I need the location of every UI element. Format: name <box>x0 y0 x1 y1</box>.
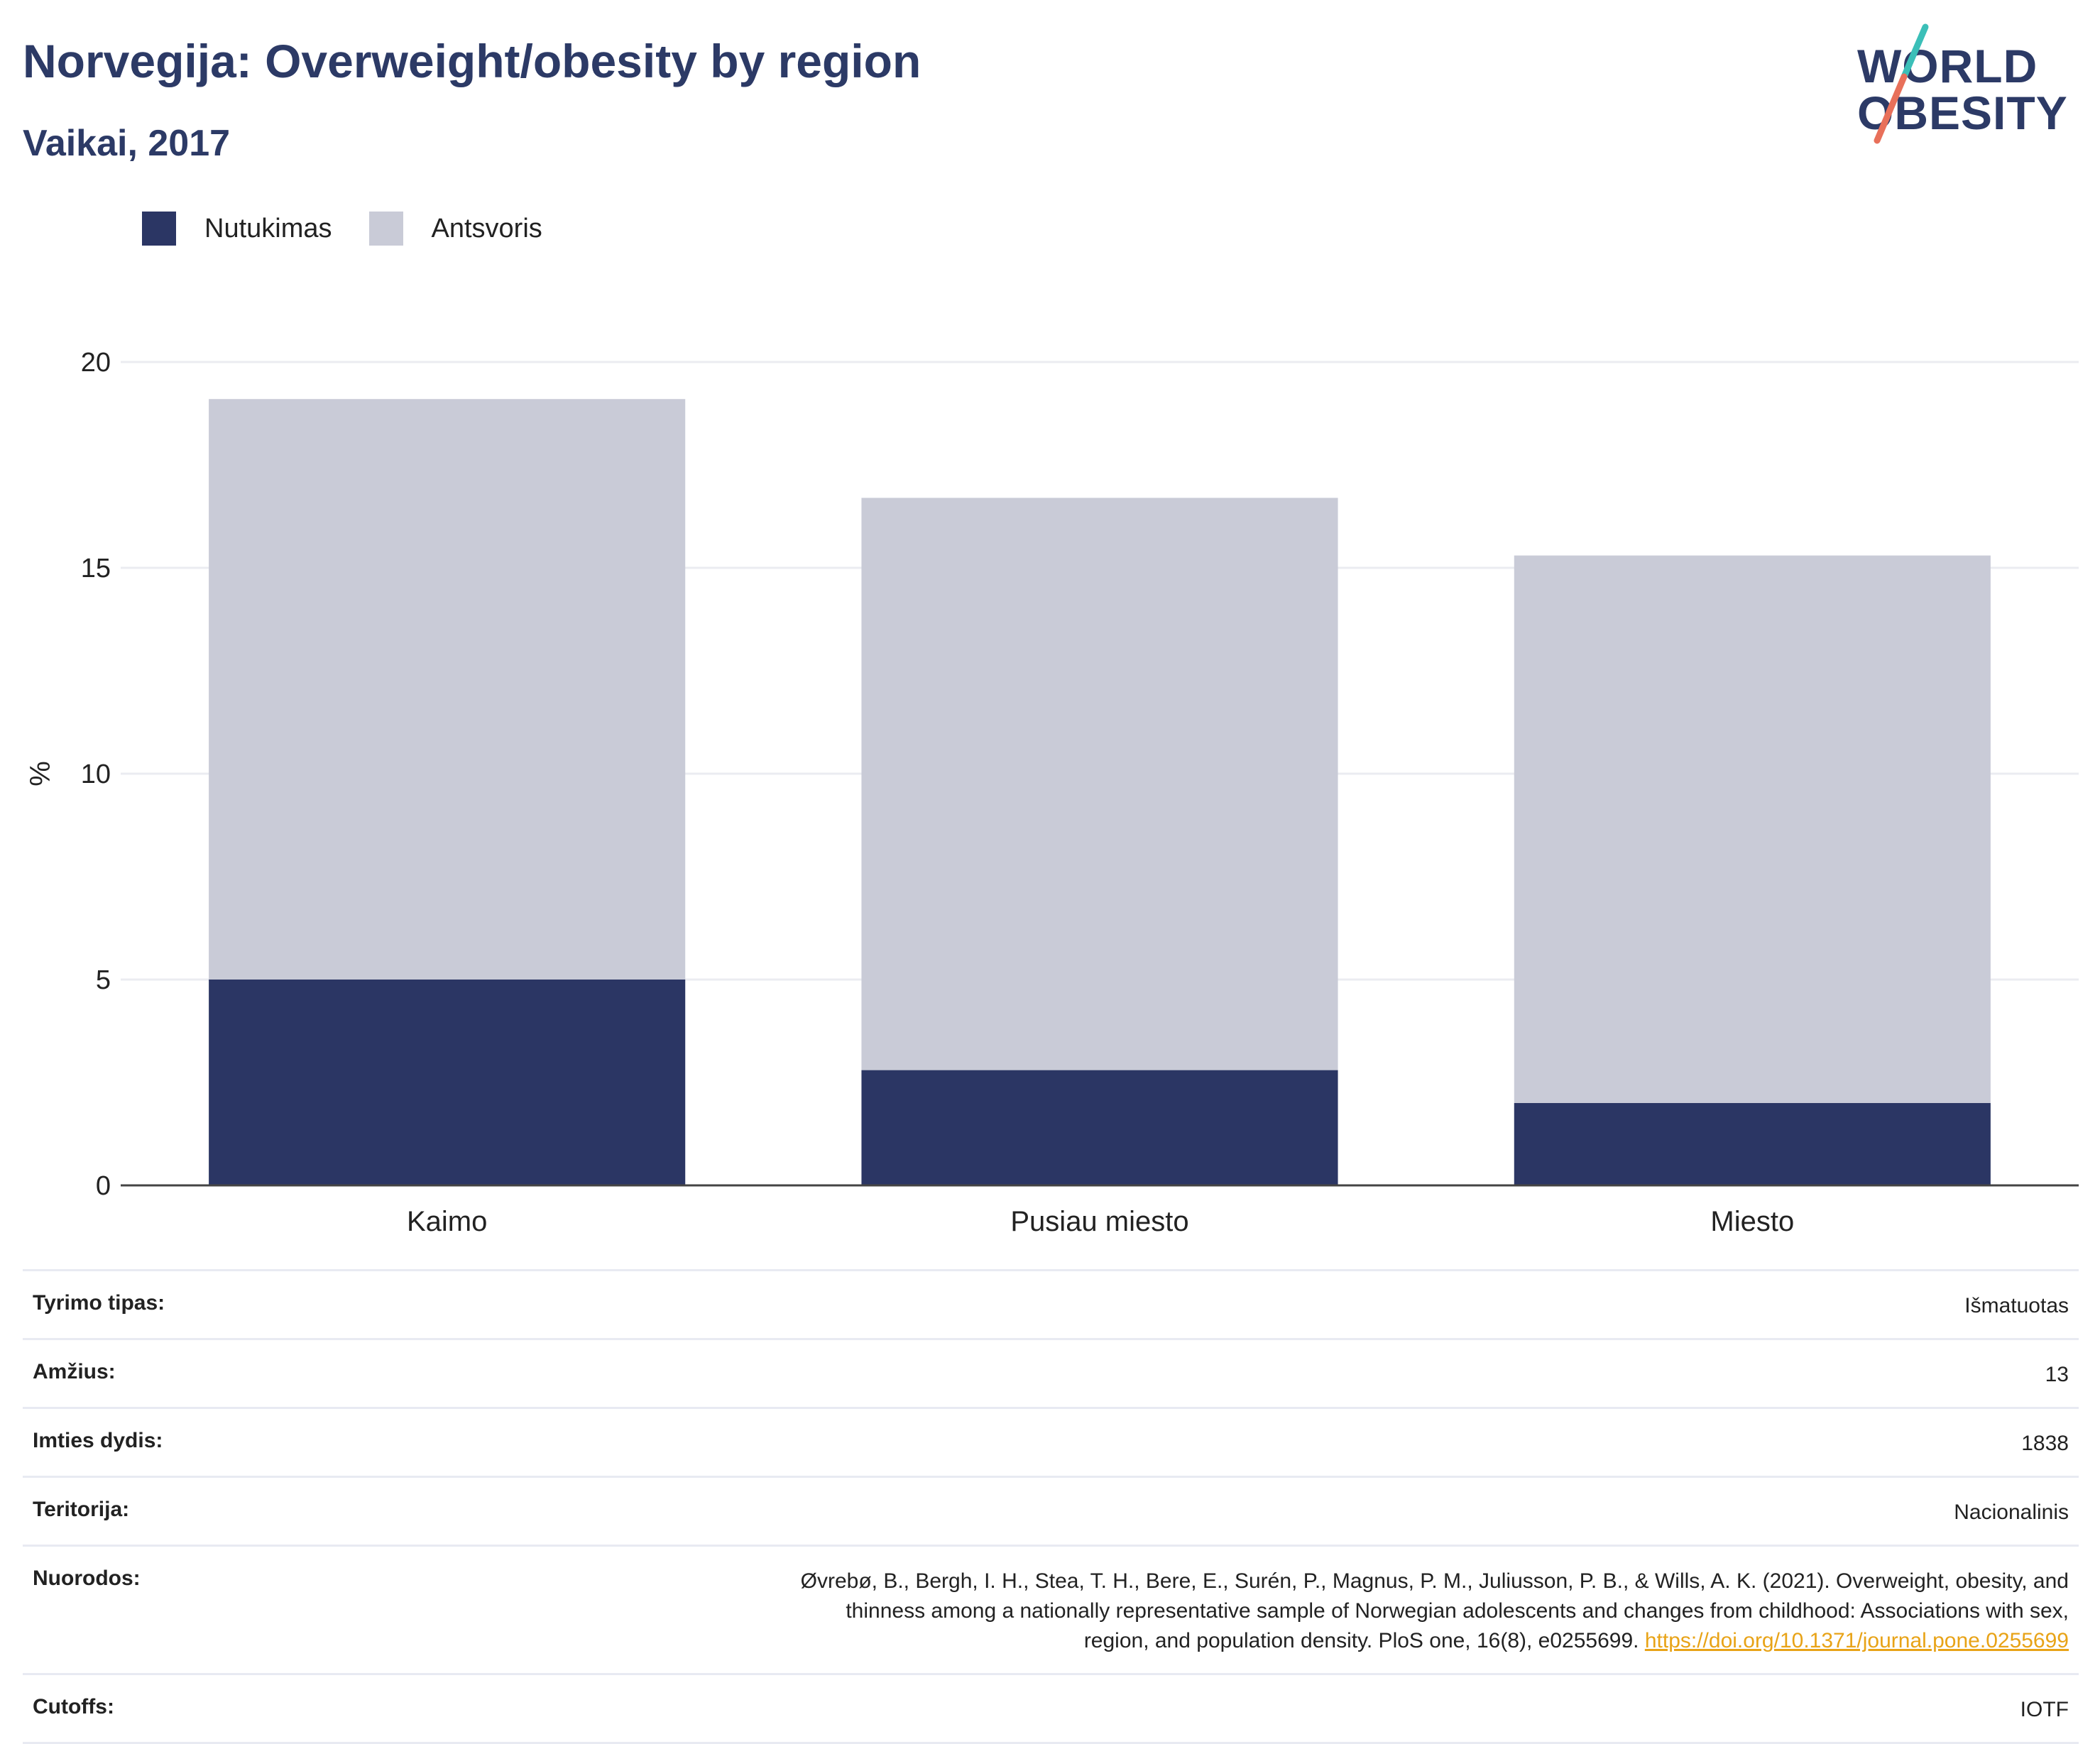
legend-swatch-overweight <box>368 212 403 246</box>
info-value: 13 <box>2045 1363 2069 1386</box>
bar-overweight <box>1514 555 1991 1103</box>
info-row-study-type: Tyrimo tipas: Išmatuotas <box>23 1269 2079 1338</box>
reference-line-3: region, and population density. PloS one… <box>1083 1629 1639 1652</box>
info-row-sample-size: Imties dydis: 1838 <box>23 1407 2079 1476</box>
info-label: Tyrimo tipas: <box>33 1291 165 1315</box>
x-category-label: Kaimo <box>407 1206 487 1237</box>
bar-chart: 0 5 10 15 20% Kaimo Pusiau miesto Miesto <box>25 348 2079 1237</box>
reference-line-2: thinness among a nationally representati… <box>846 1599 2069 1623</box>
info-row-references: Nuorodos: Øvrebø, B., Bergh, I. H., Stea… <box>23 1545 2079 1673</box>
y-tick-label: 5 <box>96 965 111 995</box>
bar-obesity <box>861 1070 1338 1185</box>
bar-overweight <box>209 399 686 980</box>
legend-label-obesity: Nutukimas <box>204 213 332 243</box>
study-info-table: Tyrimo tipas: Išmatuotas Amžius: 13 Imti… <box>23 1269 2079 1744</box>
world-obesity-logo: WORLD OBESITY <box>1846 20 2087 155</box>
x-category-label: Miesto <box>1710 1206 1794 1237</box>
y-tick-label: 0 <box>96 1171 111 1201</box>
legend-swatch-obesity <box>142 212 176 246</box>
chart-legend: Nutukimas Antsvoris <box>142 212 579 246</box>
info-row-cutoffs: Cutoffs: IOTF <box>23 1673 2079 1744</box>
info-value: Išmatuotas <box>1964 1294 2069 1317</box>
logo-word-top: WORLD <box>1857 40 2038 92</box>
y-tick-label: 20 <box>81 348 111 378</box>
info-value: 1838 <box>2021 1432 2069 1455</box>
info-value: IOTF <box>2020 1698 2069 1721</box>
logo-slash-icon <box>1874 23 1929 144</box>
y-tick-label: 10 <box>81 759 111 789</box>
bar-overweight <box>861 498 1338 1070</box>
info-label: Teritorija: <box>33 1498 130 1521</box>
bar-obesity <box>209 980 686 1185</box>
info-label: Imties dydis: <box>33 1429 163 1452</box>
legend-item-overweight[interactable]: Antsvoris <box>368 212 542 246</box>
info-value: Nacionalinis <box>1954 1501 2069 1524</box>
reference-line-1: Øvrebø, B., Bergh, I. H., Stea, T. H., B… <box>800 1569 2069 1593</box>
x-category-label: Pusiau miesto <box>1010 1206 1188 1237</box>
info-label: Nuorodos: <box>33 1567 141 1590</box>
y-axis-label: % <box>25 761 56 786</box>
chart-subtitle: Vaikai, 2017 <box>23 123 231 164</box>
chart-title: Norvegija: Overweight/obesity by region <box>23 35 922 87</box>
legend-label-overweight: Antsvoris <box>431 213 542 243</box>
info-label: Amžius: <box>33 1360 116 1383</box>
info-row-age: Amžius: 13 <box>23 1338 2079 1407</box>
info-row-territory: Teritorija: Nacionalinis <box>23 1476 2079 1545</box>
reference-doi-link[interactable]: https://doi.org/10.1371/journal.pone.025… <box>1644 1629 2069 1652</box>
bar-obesity <box>1514 1103 1991 1185</box>
info-label: Cutoffs: <box>33 1695 114 1718</box>
y-tick-label: 15 <box>81 554 111 583</box>
reference-text: Øvrebø, B., Bergh, I. H., Stea, T. H., B… <box>801 1567 2069 1656</box>
legend-item-obesity[interactable]: Nutukimas <box>142 212 332 246</box>
